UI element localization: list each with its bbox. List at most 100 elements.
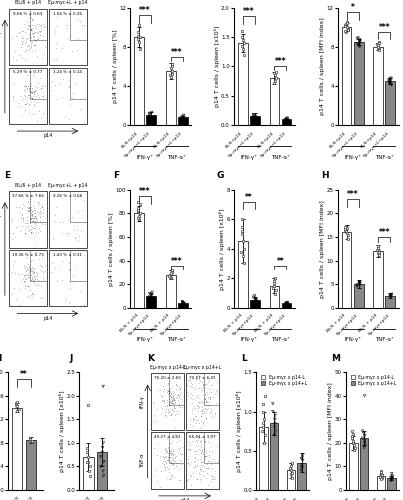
Point	[37, 31, 43, 39]
Point	[204, 405, 210, 413]
Point	[168, 458, 174, 466]
Point	[199, 458, 205, 466]
Point	[201, 402, 207, 409]
Point	[20, 34, 27, 42]
Text: 1.43 % ± 0.31: 1.43 % ± 0.31	[53, 253, 82, 257]
Bar	[342, 232, 351, 308]
Point	[25, 46, 31, 54]
Point	[29, 274, 35, 282]
Point	[389, 474, 396, 482]
Point	[177, 390, 184, 398]
Point	[32, 214, 39, 222]
Point	[21, 56, 28, 64]
Point	[361, 432, 368, 440]
Point	[164, 447, 170, 455]
Point	[39, 92, 46, 100]
Point	[374, 246, 380, 254]
Point	[186, 446, 193, 454]
Point	[161, 460, 168, 468]
Point	[201, 380, 208, 388]
Point	[21, 228, 28, 236]
Point	[186, 442, 193, 450]
Bar	[83, 457, 93, 490]
Text: ***: ***	[171, 258, 183, 266]
Point	[194, 401, 200, 409]
Point	[355, 42, 362, 50]
Bar	[250, 300, 260, 308]
Point	[299, 464, 305, 472]
Point	[151, 411, 158, 419]
Point	[163, 448, 169, 456]
Point	[284, 298, 291, 306]
Point	[26, 101, 32, 109]
Point	[343, 224, 350, 232]
Bar	[9, 191, 47, 248]
Text: ***: ***	[139, 187, 151, 196]
Point	[21, 81, 28, 89]
Text: Eµ-myc
x p14+L: Eµ-myc x p14+L	[372, 496, 391, 500]
Point	[240, 36, 246, 44]
Point	[33, 222, 40, 230]
Point	[185, 475, 191, 483]
Point	[30, 217, 37, 225]
Point	[30, 224, 36, 232]
Point	[33, 208, 40, 216]
Text: BL/6 + p14: BL/6 + p14	[326, 314, 347, 334]
Point	[196, 379, 202, 387]
Point	[20, 215, 26, 223]
Point	[100, 467, 106, 475]
Point	[189, 383, 195, 391]
Bar	[186, 432, 219, 489]
Point	[37, 85, 44, 93]
Point	[30, 267, 36, 275]
Point	[18, 214, 25, 222]
Point	[135, 198, 141, 205]
Point	[270, 408, 276, 416]
Point	[27, 264, 34, 272]
Point	[283, 114, 289, 122]
Point	[32, 212, 38, 220]
Point	[342, 22, 349, 30]
Point	[22, 228, 28, 236]
Text: Eµ-myc
x p14-L: Eµ-myc x p14-L	[246, 496, 264, 500]
Point	[199, 380, 206, 388]
Point	[30, 276, 36, 284]
Point	[361, 430, 367, 438]
Point	[361, 439, 368, 447]
Point	[25, 90, 32, 98]
Point	[356, 278, 363, 285]
Point	[27, 40, 34, 48]
Point	[11, 234, 18, 241]
Point	[27, 34, 34, 42]
Point	[34, 228, 41, 236]
Point	[162, 411, 168, 419]
Point	[35, 36, 41, 44]
Point	[164, 447, 170, 455]
Point	[21, 262, 28, 270]
Point	[34, 116, 41, 124]
Point	[31, 212, 38, 220]
Point	[197, 470, 203, 478]
Text: TNF-α⁺: TNF-α⁺	[271, 337, 290, 342]
Point	[168, 410, 174, 418]
Point	[252, 299, 258, 307]
Point	[198, 443, 204, 451]
Point	[26, 10, 32, 18]
Point	[272, 412, 278, 420]
Point	[202, 390, 208, 398]
Point	[179, 116, 186, 124]
Point	[31, 102, 37, 110]
Text: J: J	[70, 354, 73, 363]
Point	[184, 460, 191, 468]
Point	[37, 28, 44, 36]
Point	[180, 300, 187, 308]
Point	[42, 82, 48, 90]
Point	[189, 406, 196, 413]
Point	[32, 222, 38, 230]
Text: IFN-γ⁺: IFN-γ⁺	[137, 154, 154, 160]
Point	[41, 50, 47, 58]
Point	[32, 28, 38, 36]
Point	[344, 19, 351, 27]
Point	[27, 257, 34, 265]
Text: 19.36 % ± 0.73: 19.36 % ± 0.73	[12, 253, 44, 257]
